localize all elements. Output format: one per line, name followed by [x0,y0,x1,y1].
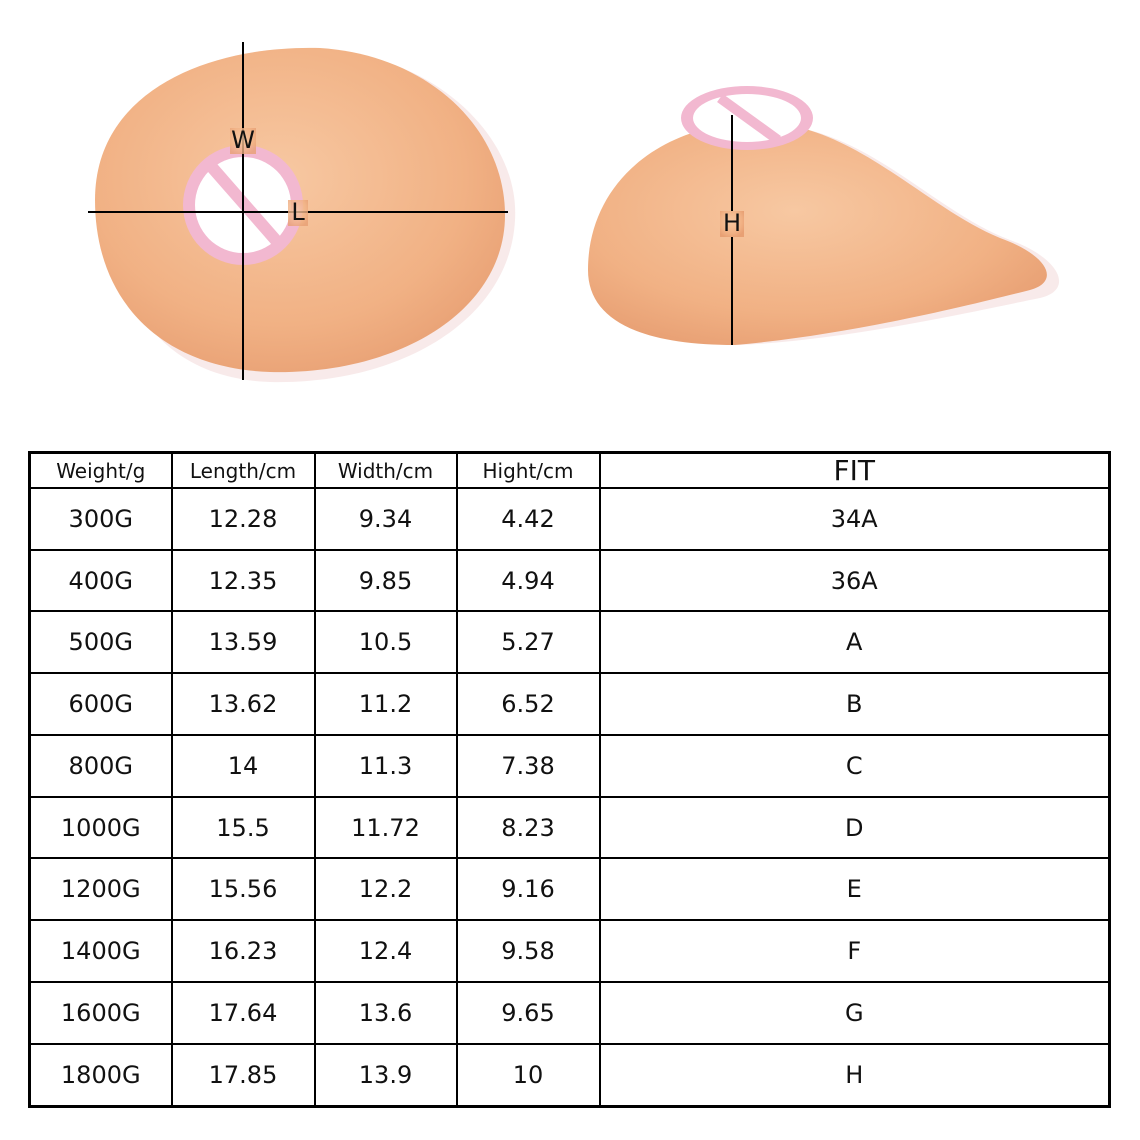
table-cell: 13.6 [313,980,458,1045]
table-cell: 1000G [28,795,173,860]
table-cell: 9.34 [313,487,458,551]
table-cell: 12.4 [313,919,458,983]
table-cell: 13.9 [313,1042,458,1108]
table-cell: 12.35 [170,548,316,613]
table-cell: 9.85 [313,548,458,613]
table-cell: 34A [598,487,1111,551]
header-cell: Width/cm [313,451,458,489]
table-cell: 9.16 [455,857,601,922]
table-cell: 4.94 [455,548,601,613]
table-cell: 10 [455,1042,601,1108]
table-cell: 9.65 [455,980,601,1045]
table-cell: 10.5 [313,610,458,675]
table-cell: 4.42 [455,487,601,551]
table-cell: 1600G [28,980,173,1045]
table-row: 1000G 15.5 11.72 8.23 D [28,795,1111,860]
table-cell: 12.2 [313,857,458,922]
table-cell: 400G [28,548,173,613]
table-cell: 11.72 [313,795,458,860]
table-cell: D [598,795,1111,860]
table-cell: 5.27 [455,610,601,675]
table-row: 300G 12.28 9.34 4.42 34A [28,487,1111,551]
table-row: 1200G 15.56 12.2 9.16 E [28,857,1111,922]
header-cell: Length/cm [170,451,316,489]
table-row: 800G 14 11.3 7.38 C [28,733,1111,798]
header-cell: Weight/g [28,451,173,489]
table-cell: 1400G [28,919,173,983]
table-cell: 600G [28,672,173,736]
table-cell: F [598,919,1111,983]
table-cell: 36A [598,548,1111,613]
height-label: H [723,209,741,237]
table-cell: 15.56 [170,857,316,922]
table-row: 500G 13.59 10.5 5.27 A [28,610,1111,675]
table-cell: 500G [28,610,173,675]
table-cell: 800G [28,733,173,798]
table-cell: 1800G [28,1042,173,1108]
table-row: 1600G 17.64 13.6 9.65 G [28,980,1111,1045]
table-cell: 1200G [28,857,173,922]
table-cell: G [598,980,1111,1045]
size-table: Weight/g Length/cm Width/cm Hight/cm FIT 300… [28,451,1111,1108]
width-label: W [231,126,255,154]
table-row: 400G 12.35 9.85 4.94 36A [28,548,1111,613]
table-cell: 15.5 [170,795,316,860]
table-row: 1400G 16.23 12.4 9.58 F [28,919,1111,983]
table-cell: 8.23 [455,795,601,860]
table-row: 600G 13.62 11.2 6.52 B [28,672,1111,736]
table-cell: H [598,1042,1111,1108]
side-view: H [588,86,1060,346]
table-cell: B [598,672,1111,736]
top-view: W L [88,42,516,383]
table-cell: 9.58 [455,919,601,983]
illustrations: W L H [88,42,1060,383]
table-cell: 14 [170,733,316,798]
table-cell: 17.64 [170,980,316,1045]
length-label: L [291,198,305,226]
table-cell: 300G [28,487,173,551]
table-cell: 6.52 [455,672,601,736]
table-row: 1800G 17.85 13.9 10 H [28,1042,1111,1108]
table-cell: 11.3 [313,733,458,798]
table-cell: 13.59 [170,610,316,675]
header-row: Weight/g Length/cm Width/cm Hight/cm FIT [28,451,1111,489]
table-cell: 7.38 [455,733,601,798]
table-cell: A [598,610,1111,675]
table-cell: 11.2 [313,672,458,736]
header-cell: FIT [598,451,1111,489]
table-cell: 17.85 [170,1042,316,1108]
table-cell: E [598,857,1111,922]
table-cell: 12.28 [170,487,316,551]
header-cell: Hight/cm [455,451,601,489]
table-cell: 13.62 [170,672,316,736]
table-cell: 16.23 [170,919,316,983]
table-cell: C [598,733,1111,798]
